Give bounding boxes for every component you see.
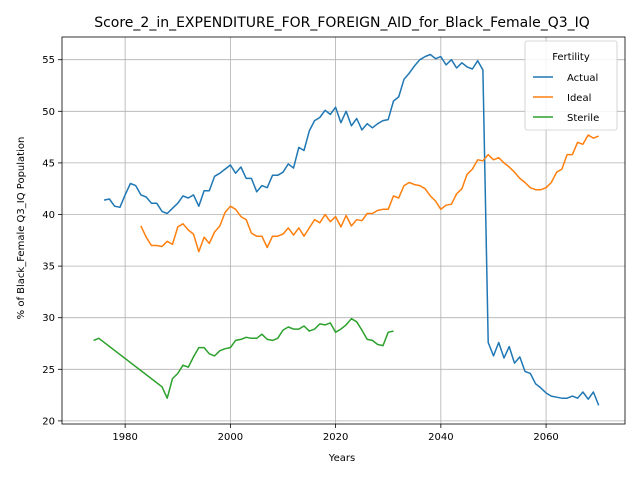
y-tick-label: 40 — [42, 210, 55, 221]
x-tick-label: 2060 — [533, 432, 558, 443]
series-lines — [93, 53, 600, 406]
legend-label-sterile: Sterile — [567, 113, 599, 124]
y-tick-label: 45 — [42, 158, 55, 169]
series-line-ideal — [140, 134, 599, 253]
x-tick-label: 2000 — [218, 432, 243, 443]
x-tick-label: 2020 — [323, 432, 348, 443]
y-tick-label: 55 — [42, 55, 55, 66]
y-tick-label: 25 — [42, 365, 55, 376]
x-axis-label: Years — [328, 453, 355, 464]
plot-frame — [61, 36, 626, 425]
y-tick-label: 35 — [42, 262, 55, 273]
legend: Fertility Actual Ideal Sterile — [524, 40, 618, 131]
x-tick-label: 1980 — [112, 432, 137, 443]
y-tick-label: 50 — [42, 107, 55, 118]
y-tick-label: 30 — [42, 313, 55, 324]
x-tick-label: 2040 — [428, 432, 453, 443]
series-line-sterile — [93, 317, 394, 399]
axis-ticks: 1980 2000 2020 2040 2060 20 25 30 35 40 45 50 55 — [42, 55, 559, 443]
legend-label-ideal: Ideal — [567, 93, 591, 104]
series-line-actual — [103, 53, 600, 406]
y-axis-label: % of Black_Female Q3_IQ Population — [16, 137, 27, 320]
legend-title: Fertility — [552, 52, 590, 63]
legend-box — [524, 40, 618, 131]
legend-items: Actual Ideal Sterile — [533, 73, 599, 124]
legend-label-actual: Actual — [567, 73, 598, 84]
y-tick-label: 20 — [42, 416, 55, 427]
grid — [62, 37, 625, 424]
chart-title: Score_2_in_EXPENDITURE_FOR_FOREIGN_AID_f… — [94, 15, 590, 31]
